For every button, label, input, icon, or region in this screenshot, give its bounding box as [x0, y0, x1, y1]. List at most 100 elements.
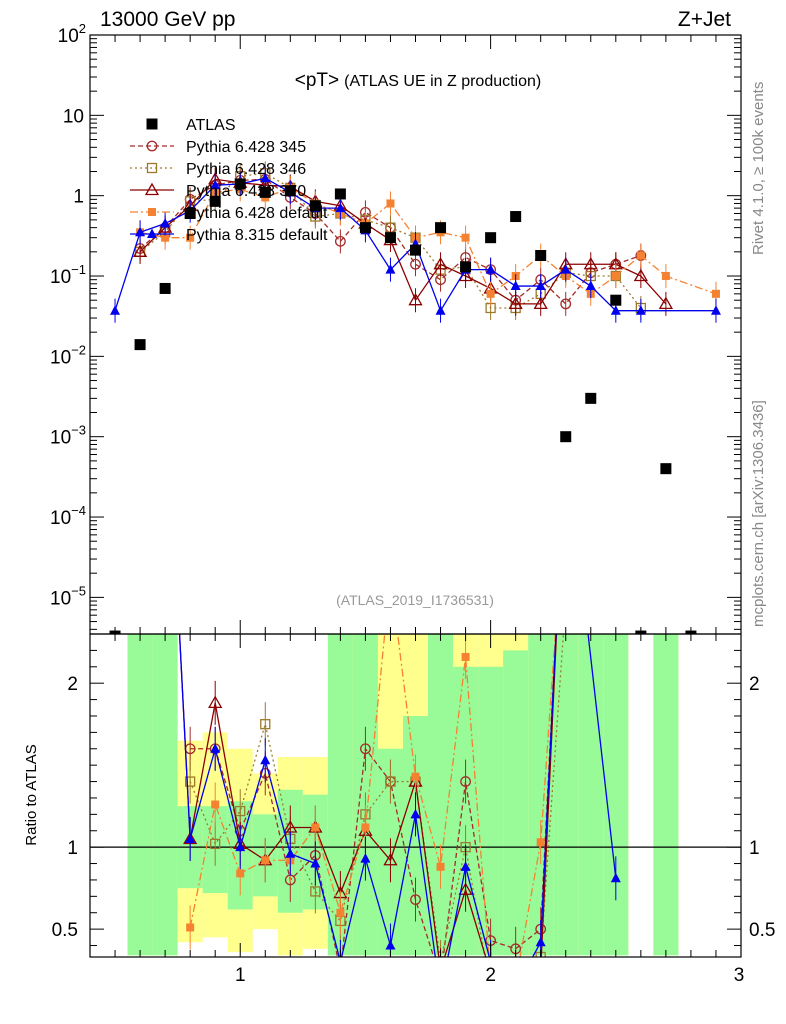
- main-point-1-8: [334, 235, 346, 247]
- ratio-point-2-12: [486, 985, 495, 994]
- ratio-point-2-8: [385, 776, 396, 787]
- ratio-point-5-17: [610, 872, 621, 883]
- ratio-point-3-11: [435, 964, 447, 975]
- main-point-5-20: [610, 305, 621, 315]
- main-point-0-13: [435, 222, 447, 234]
- xtick-label-0: 1: [235, 965, 246, 986]
- main-ytick-label-6: 10−4: [50, 503, 86, 529]
- main-point-0-7: [284, 185, 296, 197]
- ratio-panel-series: [178, 450, 621, 1004]
- main-ytick-label-2: 1: [73, 187, 84, 208]
- legend-marker-0: [146, 118, 158, 130]
- legend-entry-1: Pythia 6.428 345: [130, 139, 306, 156]
- main-ytick-label-4: 10−2: [50, 342, 86, 368]
- ratio-point-4-8: [386, 573, 394, 581]
- main-ytick-label-5: 10−3: [50, 423, 86, 449]
- ratio-point-5-1: [185, 833, 196, 843]
- main-point-0-1: [134, 339, 146, 351]
- ratio-point-2-15: [561, 597, 570, 606]
- main-point-4-21: [661, 272, 670, 281]
- main-point-5-16: [510, 280, 521, 291]
- legend-entry-3: Pythia 6.428 370: [130, 182, 306, 200]
- ratio-series-4: [186, 450, 595, 986]
- legend-label-0: ATLAS: [186, 117, 236, 134]
- main-point-5-15: [485, 264, 496, 274]
- main-point-4-10: [386, 199, 395, 208]
- main-point-0-5: [234, 178, 246, 190]
- main-point-5-18: [560, 264, 571, 274]
- main-point-0-20: [610, 294, 622, 306]
- legend-label-1: Pythia 6.428 345: [186, 139, 306, 156]
- axis-ticks: 102 10 1 10−1 10−2 10−3 10−4 10−5 2 2 1 1 0.5 0.5 1 2 3: [50, 21, 775, 986]
- main-point-0-14: [460, 261, 472, 273]
- ratio-line-5: [178, 634, 617, 957]
- legend-marker-2: [146, 162, 158, 174]
- ratio-point-2-2: [235, 805, 246, 817]
- main-point-0-22: [660, 463, 672, 475]
- main-point-0-19: [585, 392, 597, 404]
- main-point-5-13: [435, 305, 446, 315]
- main-point-5-4: [210, 179, 221, 190]
- ratio-point-2-13: [511, 995, 520, 1004]
- main-point-0-10: [359, 222, 371, 234]
- main-point-0-4: [209, 195, 221, 207]
- ratio-point-4-10: [436, 862, 445, 871]
- band-stat-0: [127, 634, 153, 956]
- ratio-point-2-10: [435, 956, 446, 957]
- main-point-0-9: [334, 188, 346, 200]
- legend-marker-1: [146, 140, 158, 152]
- main-point-4-13: [461, 233, 470, 242]
- ratio-point-2-5: [310, 886, 321, 897]
- ratio-point-3-2: [208, 695, 223, 709]
- band-stat-18: [578, 634, 604, 956]
- main-point-5-17: [535, 280, 546, 291]
- ratio-point-1-6: [336, 965, 346, 975]
- main-point-1-11: [410, 258, 421, 270]
- legend-marker-4: [148, 208, 156, 216]
- main-point-4-14: [486, 289, 495, 298]
- legend-label-4: Pythia 6.428 default: [186, 205, 328, 222]
- ratio-ytick-label-0: 2: [67, 674, 78, 695]
- main-ytick-label-0: 102: [58, 21, 86, 47]
- ratio-y-axis-label: Ratio to ATLAS: [23, 744, 40, 845]
- ratio-point-4-1: [211, 800, 220, 809]
- main-point-3-12: [433, 256, 448, 270]
- legend-label-5: Pythia 8.315 default: [186, 227, 328, 244]
- band-stat-19: [603, 634, 629, 956]
- main-series-0: [109, 178, 697, 634]
- ratio-point-4-6: [336, 908, 345, 917]
- ratio-ytick-label-1: 1: [67, 838, 78, 859]
- ratio-point-4-16: [587, 450, 595, 458]
- main-ytick-label-7: 10−5: [50, 583, 86, 609]
- xtick-label-1: 2: [485, 965, 496, 986]
- band-stat-1: [152, 634, 178, 956]
- ratio-point-4-3: [261, 856, 270, 865]
- main-point-3-11: [408, 292, 423, 306]
- main-panel-series: [109, 161, 721, 634]
- xtick-label-2: 3: [734, 965, 745, 986]
- ratio-ytick-label-right-1: 1: [749, 838, 760, 859]
- ratio-point-4-13: [512, 978, 520, 986]
- rivet-version-label: Rivet 4.1.0, ≥ 100k events: [750, 82, 767, 255]
- main-point-3-20: [633, 268, 648, 282]
- ratio-ytick-label-right-2: 0.5: [749, 920, 775, 941]
- ratio-point-5-7: [340, 956, 341, 957]
- ratio-point-4-15: [562, 482, 570, 490]
- legend-entry-2: Pythia 6.428 346: [130, 161, 306, 178]
- main-point-5-2: [160, 218, 171, 228]
- legend-entry-4: Pythia 6.428 default: [130, 205, 328, 222]
- main-point-0-18: [560, 431, 572, 443]
- main-point-0-17: [535, 250, 547, 262]
- main-point-4-22: [711, 289, 720, 298]
- ratio-point-5-15: [535, 936, 546, 947]
- chart-title-main: <pT>: [295, 70, 339, 91]
- ratio-point-2-16: [586, 466, 595, 475]
- ratio-point-2-3: [260, 719, 271, 730]
- main-point-4-2: [186, 233, 195, 242]
- main-point-3-15: [508, 296, 523, 310]
- main-point-4-19: [611, 272, 620, 281]
- main-point-5-9: [335, 202, 346, 213]
- analysis-tag: (ATLAS_2019_I1736531): [336, 592, 494, 608]
- band-stat-14: [478, 666, 504, 956]
